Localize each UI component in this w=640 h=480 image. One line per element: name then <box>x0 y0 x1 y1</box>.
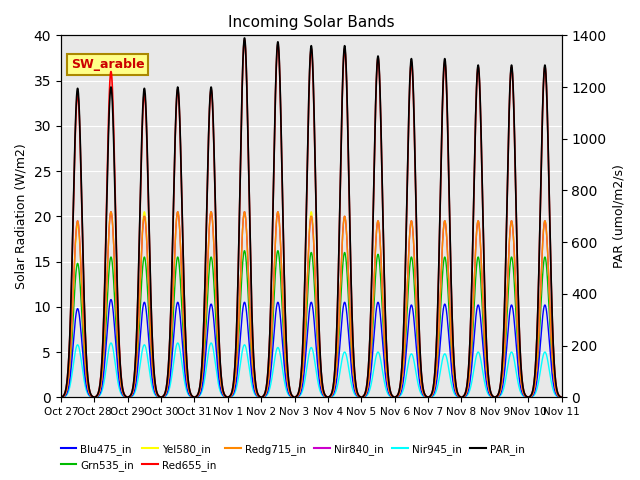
Title: Incoming Solar Bands: Incoming Solar Bands <box>228 15 395 30</box>
Y-axis label: Solar Radiation (W/m2): Solar Radiation (W/m2) <box>15 144 28 289</box>
Legend: Blu475_in, Grn535_in, Yel580_in, Red655_in, Redg715_in, Nir840_in, Nir945_in, PA: Blu475_in, Grn535_in, Yel580_in, Red655_… <box>56 439 529 475</box>
Text: SW_arable: SW_arable <box>71 58 145 71</box>
Y-axis label: PAR (umol/m2/s): PAR (umol/m2/s) <box>612 164 625 268</box>
